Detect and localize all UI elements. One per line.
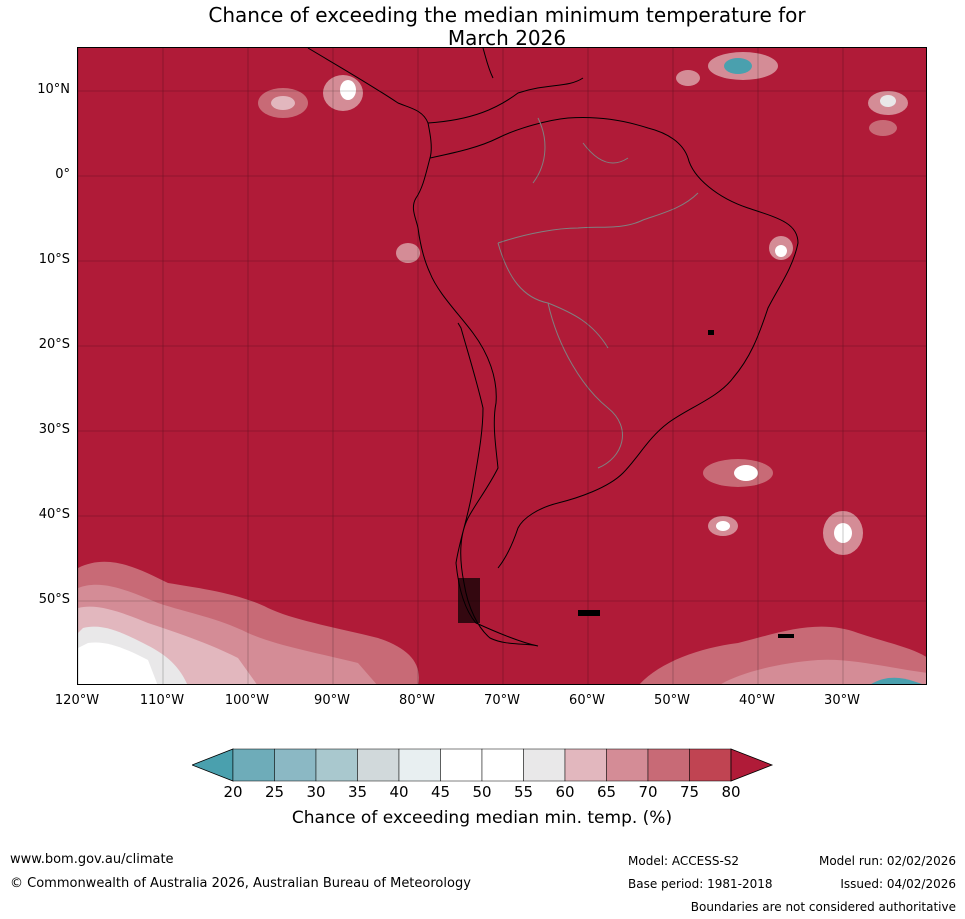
colorbar-segment: [357, 748, 400, 782]
lat-label-40s: 40°S: [38, 507, 70, 522]
sw-anomaly-patch: [78, 561, 419, 684]
colorbar-segment: [481, 748, 524, 782]
lon-label-70w: 70°W: [484, 693, 520, 708]
lon-label-40w: 40°W: [739, 693, 775, 708]
lon-label-30w: 30°W: [824, 693, 860, 708]
copyright-notice: © Commonwealth of Australia 2026, Austra…: [10, 876, 471, 891]
colorbar-tick: 20: [223, 783, 243, 801]
colorbar-tick: 30: [306, 783, 326, 801]
map-background-fill: [78, 48, 926, 684]
colorbar-tick: 40: [389, 783, 409, 801]
colorbar-tick: 75: [679, 783, 700, 801]
colorbar-segment: [689, 748, 732, 782]
colorbar-label: Chance of exceeding median min. temp. (%…: [291, 808, 673, 828]
title-line-2: March 2026: [447, 26, 567, 50]
lon-label-120w: 120°W: [54, 693, 100, 708]
colorbar-segment: [606, 748, 649, 782]
colorbar-tick: 65: [596, 783, 617, 801]
colorbar-tick: 60: [555, 783, 575, 801]
colorbar-tick: 70: [638, 783, 658, 801]
scattered-anomaly-patches: [258, 52, 908, 555]
website-link[interactable]: www.bom.gov.au/climate: [10, 852, 174, 867]
model-name: Model: ACCESS-S2: [628, 854, 740, 868]
colorbar-segment: [440, 748, 483, 782]
colorbar-segment: [523, 748, 566, 782]
patagonia-islands: [458, 330, 794, 638]
lon-label-100w: 100°W: [224, 693, 270, 708]
colorbar-tick: 45: [430, 783, 451, 801]
lon-label-80w: 80°W: [399, 693, 435, 708]
lat-label-10s: 10°S: [38, 252, 70, 267]
lon-label-110w: 110°W: [139, 693, 185, 708]
colorbar-tick: 55: [513, 783, 534, 801]
lon-label-60w: 60°W: [569, 693, 605, 708]
title-line-1: Chance of exceeding the median minimum t…: [208, 3, 806, 27]
lon-label-50w: 50°W: [654, 693, 690, 708]
colorbar-segment: [564, 748, 607, 782]
issued-date: Issued: 04/02/2026: [840, 877, 956, 891]
se-anomaly-patch: [639, 626, 926, 684]
graticule: [78, 48, 926, 684]
colorbar-segment: [647, 748, 690, 782]
lat-label-20s: 20°S: [38, 337, 70, 352]
colorbar-segment: [398, 748, 441, 782]
colorbar-tick: 80: [721, 783, 741, 801]
colorbar-tick: 50: [472, 783, 492, 801]
lat-label-50s: 50°S: [38, 592, 70, 607]
lat-label-0: 0°: [55, 167, 70, 182]
colorbar-high-arrow: [730, 748, 774, 782]
base-period: Base period: 1981-2018: [628, 877, 773, 891]
colorbar: [192, 748, 774, 782]
colorbar-segment: [232, 748, 275, 782]
colorbar-low-arrow: [192, 748, 234, 782]
colorbar-segment: [315, 748, 358, 782]
lat-label-30s: 30°S: [38, 422, 70, 437]
probability-map: [77, 47, 927, 685]
lat-label-10n: 10°N: [37, 82, 70, 97]
boundaries-disclaimer: Boundaries are not considered authoritat…: [690, 900, 956, 914]
lon-label-90w: 90°W: [314, 693, 350, 708]
colorbar-tick: 25: [264, 783, 285, 801]
model-run-date: Model run: 02/02/2026: [818, 854, 956, 868]
colorbar-tick: 35: [347, 783, 368, 801]
colorbar-segment: [274, 748, 317, 782]
map-title: Chance of exceeding the median minimum t…: [77, 4, 937, 50]
land-boundaries: [307, 48, 799, 647]
